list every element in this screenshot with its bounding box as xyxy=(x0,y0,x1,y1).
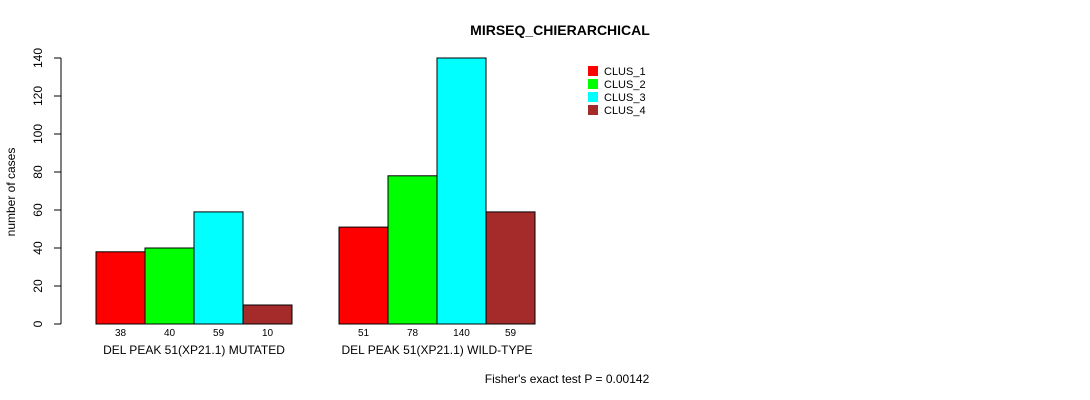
bar-value-labels: 38 40 59 10 51 78 140 59 xyxy=(115,328,517,339)
y-axis-label: number of cases xyxy=(4,148,18,237)
bar-clus-1 xyxy=(338,226,389,325)
bars xyxy=(95,57,536,325)
bar-value-label: 59 xyxy=(213,328,225,339)
legend-swatch xyxy=(588,105,598,115)
bar-clus-4 xyxy=(485,211,536,325)
y-tick-label: 0 xyxy=(31,320,45,327)
category-label: DEL PEAK 51(XP21.1) WILD-TYPE xyxy=(342,343,533,357)
y-tick-label: 140 xyxy=(31,48,45,68)
y-tick-label: 120 xyxy=(31,86,45,106)
y-tick-label: 40 xyxy=(31,241,45,255)
bar-clus-2 xyxy=(144,247,195,325)
bar-value-label: 40 xyxy=(164,328,176,339)
bar-value-label: 140 xyxy=(453,328,470,339)
bar-clus-1 xyxy=(95,251,146,325)
y-tick-label: 60 xyxy=(31,203,45,217)
bar-clus-4 xyxy=(242,304,293,325)
category-label: DEL PEAK 51(XP21.1) MUTATED xyxy=(103,343,285,357)
legend-swatch xyxy=(588,66,598,76)
bar-clus-3 xyxy=(193,211,244,325)
bar-value-label: 10 xyxy=(262,328,274,339)
y-axis: 0 20 40 60 80 100 120 140 xyxy=(31,48,61,327)
bar-clus-3 xyxy=(436,57,487,325)
category-labels: DEL PEAK 51(XP21.1) MUTATED DEL PEAK 51(X… xyxy=(103,343,532,357)
bar-value-label: 38 xyxy=(115,328,127,339)
y-tick-label: 100 xyxy=(31,124,45,144)
legend-label: CLUS_3 xyxy=(604,92,646,104)
legend-label: CLUS_2 xyxy=(604,79,646,91)
legend-label: CLUS_4 xyxy=(604,105,646,117)
bar-value-label: 59 xyxy=(505,328,517,339)
bar-clus-2 xyxy=(387,175,438,325)
legend-swatch xyxy=(588,92,598,102)
legend-swatch xyxy=(588,79,598,89)
y-tick-label: 80 xyxy=(31,165,45,179)
bar-value-label: 51 xyxy=(358,328,370,339)
y-tick-label: 20 xyxy=(31,279,45,293)
fisher-test-footnote: Fisher's exact test P = 0.00142 xyxy=(485,372,650,386)
chart-title: MIRSEQ_CHIERARCHICAL xyxy=(470,22,650,38)
bar-value-label: 78 xyxy=(407,328,419,339)
legend-label: CLUS_1 xyxy=(604,66,646,78)
